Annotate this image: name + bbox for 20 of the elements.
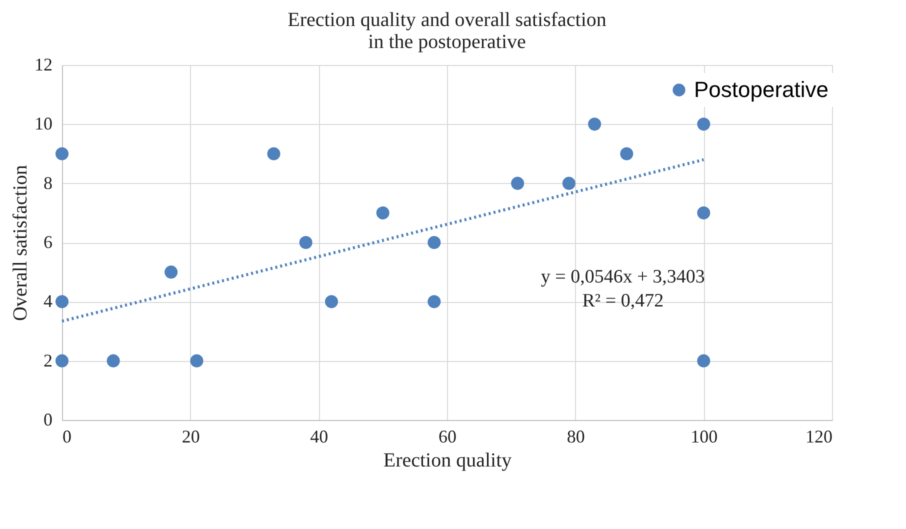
legend-label: Postoperative	[694, 77, 829, 102]
x-tick-label: 100	[690, 426, 718, 446]
y-tick-label: 0	[44, 410, 52, 430]
x-tick-label: 120	[806, 426, 832, 446]
y-tick-label: 6	[44, 232, 52, 252]
y-tick-label: 8	[44, 172, 52, 193]
y-tick-label: 4	[44, 291, 52, 312]
y-tick-label: 12	[34, 54, 52, 74]
y-tick-label: 2	[44, 350, 52, 370]
x-tick-label: 40	[310, 426, 328, 446]
x-tick-label: 20	[182, 426, 200, 446]
x-tick-label: 0	[62, 426, 72, 446]
annotation: y = 0,0546x + 3,3403	[540, 266, 705, 288]
x-tick-label: 80	[566, 426, 585, 446]
x-axis-title: Erection quality	[383, 450, 512, 472]
chart-title: Erection quality and overall satisfaction in the postoperative	[288, 9, 606, 53]
y-axis-title: Overall satisfaction	[10, 164, 32, 322]
x-tick-label: 60	[438, 426, 456, 446]
y-tick-label: 10	[34, 114, 52, 134]
annotation: R² = 0,472	[582, 290, 664, 312]
